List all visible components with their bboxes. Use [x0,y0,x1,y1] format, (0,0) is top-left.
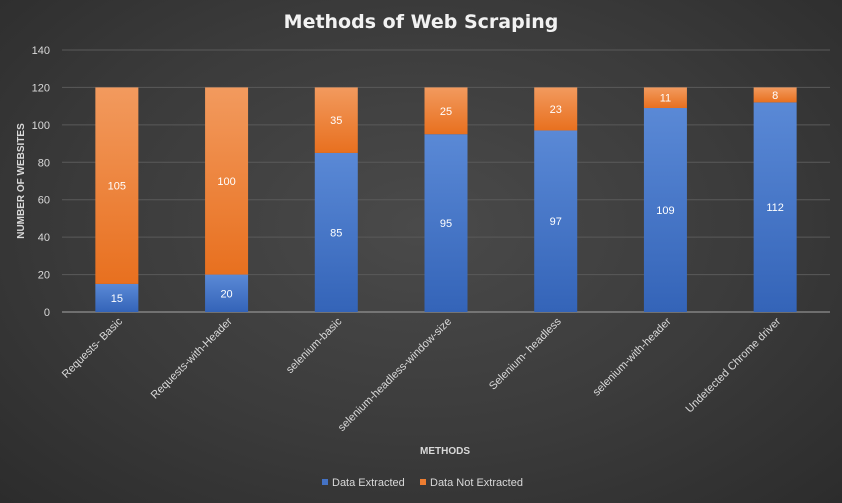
legend: Data Extracted Data Not Extracted [322,477,523,489]
bar-segment [424,87,468,135]
y-tick-label: 20 [38,270,50,282]
bar-segment [205,274,249,312]
y-axis-ticks: 0 20 40 60 80 100 120 140 [32,45,50,319]
y-tick-label: 0 [44,307,50,319]
y-tick-label: 140 [32,45,50,57]
x-category-label: Selenium- headless [487,315,564,392]
y-tick-label: 120 [32,82,50,94]
x-category-label: Undetected Chrome driver [684,315,784,415]
data-label: 35 [330,115,342,127]
data-label: 100 [217,176,235,188]
y-tick-label: 60 [38,195,50,207]
legend-label: Data Extracted [332,477,405,489]
y-tick-label: 80 [38,157,50,169]
y-tick-label: 100 [32,120,50,132]
x-category-label: selenium-basic [284,315,345,376]
data-label: 23 [550,104,562,116]
bar-segment [753,87,797,103]
data-label: 85 [330,227,342,239]
bar-segment [314,87,358,153]
x-axis-categories: Requests- Basic Requests-with-Header selen… [60,315,784,434]
bar-segment [534,87,578,131]
x-category-label: Requests- Basic [60,315,125,380]
bar-segment [424,134,468,312]
y-axis-title: NUMBER OF WEBSITES [16,123,27,239]
bar-segment [643,87,687,109]
bar-segment [753,102,797,313]
bar-segment [95,283,139,312]
legend-swatch [322,479,328,485]
data-label: 105 [108,181,126,193]
legend-label: Data Not Extracted [430,477,523,489]
bar-segment [643,108,687,312]
x-category-label: Requests-with-Header [149,315,235,401]
data-label: 15 [111,293,123,305]
data-label: 109 [656,205,674,217]
data-label: 8 [772,90,778,102]
bar-segment [95,87,139,284]
x-axis-title: METHODS [420,446,470,457]
y-tick-label: 40 [38,232,50,244]
chart-title: Methods of Web Scraping [284,11,559,33]
x-category-label: selenium-headless-window-size [336,316,454,434]
data-label: 25 [440,106,452,118]
bar-segment [314,152,358,312]
data-label: 112 [766,202,784,214]
x-category-label: selenium-with-header [591,315,674,398]
data-label: 97 [550,216,562,228]
data-label: 11 [660,93,671,105]
data-label: 95 [440,218,452,230]
bars: 15 105 20 100 85 35 95 25 97 23 109 11 112 8 [95,87,797,313]
legend-swatch [420,479,426,485]
bar-segment [534,130,578,312]
data-label: 20 [220,288,232,300]
bar-segment [205,87,249,275]
